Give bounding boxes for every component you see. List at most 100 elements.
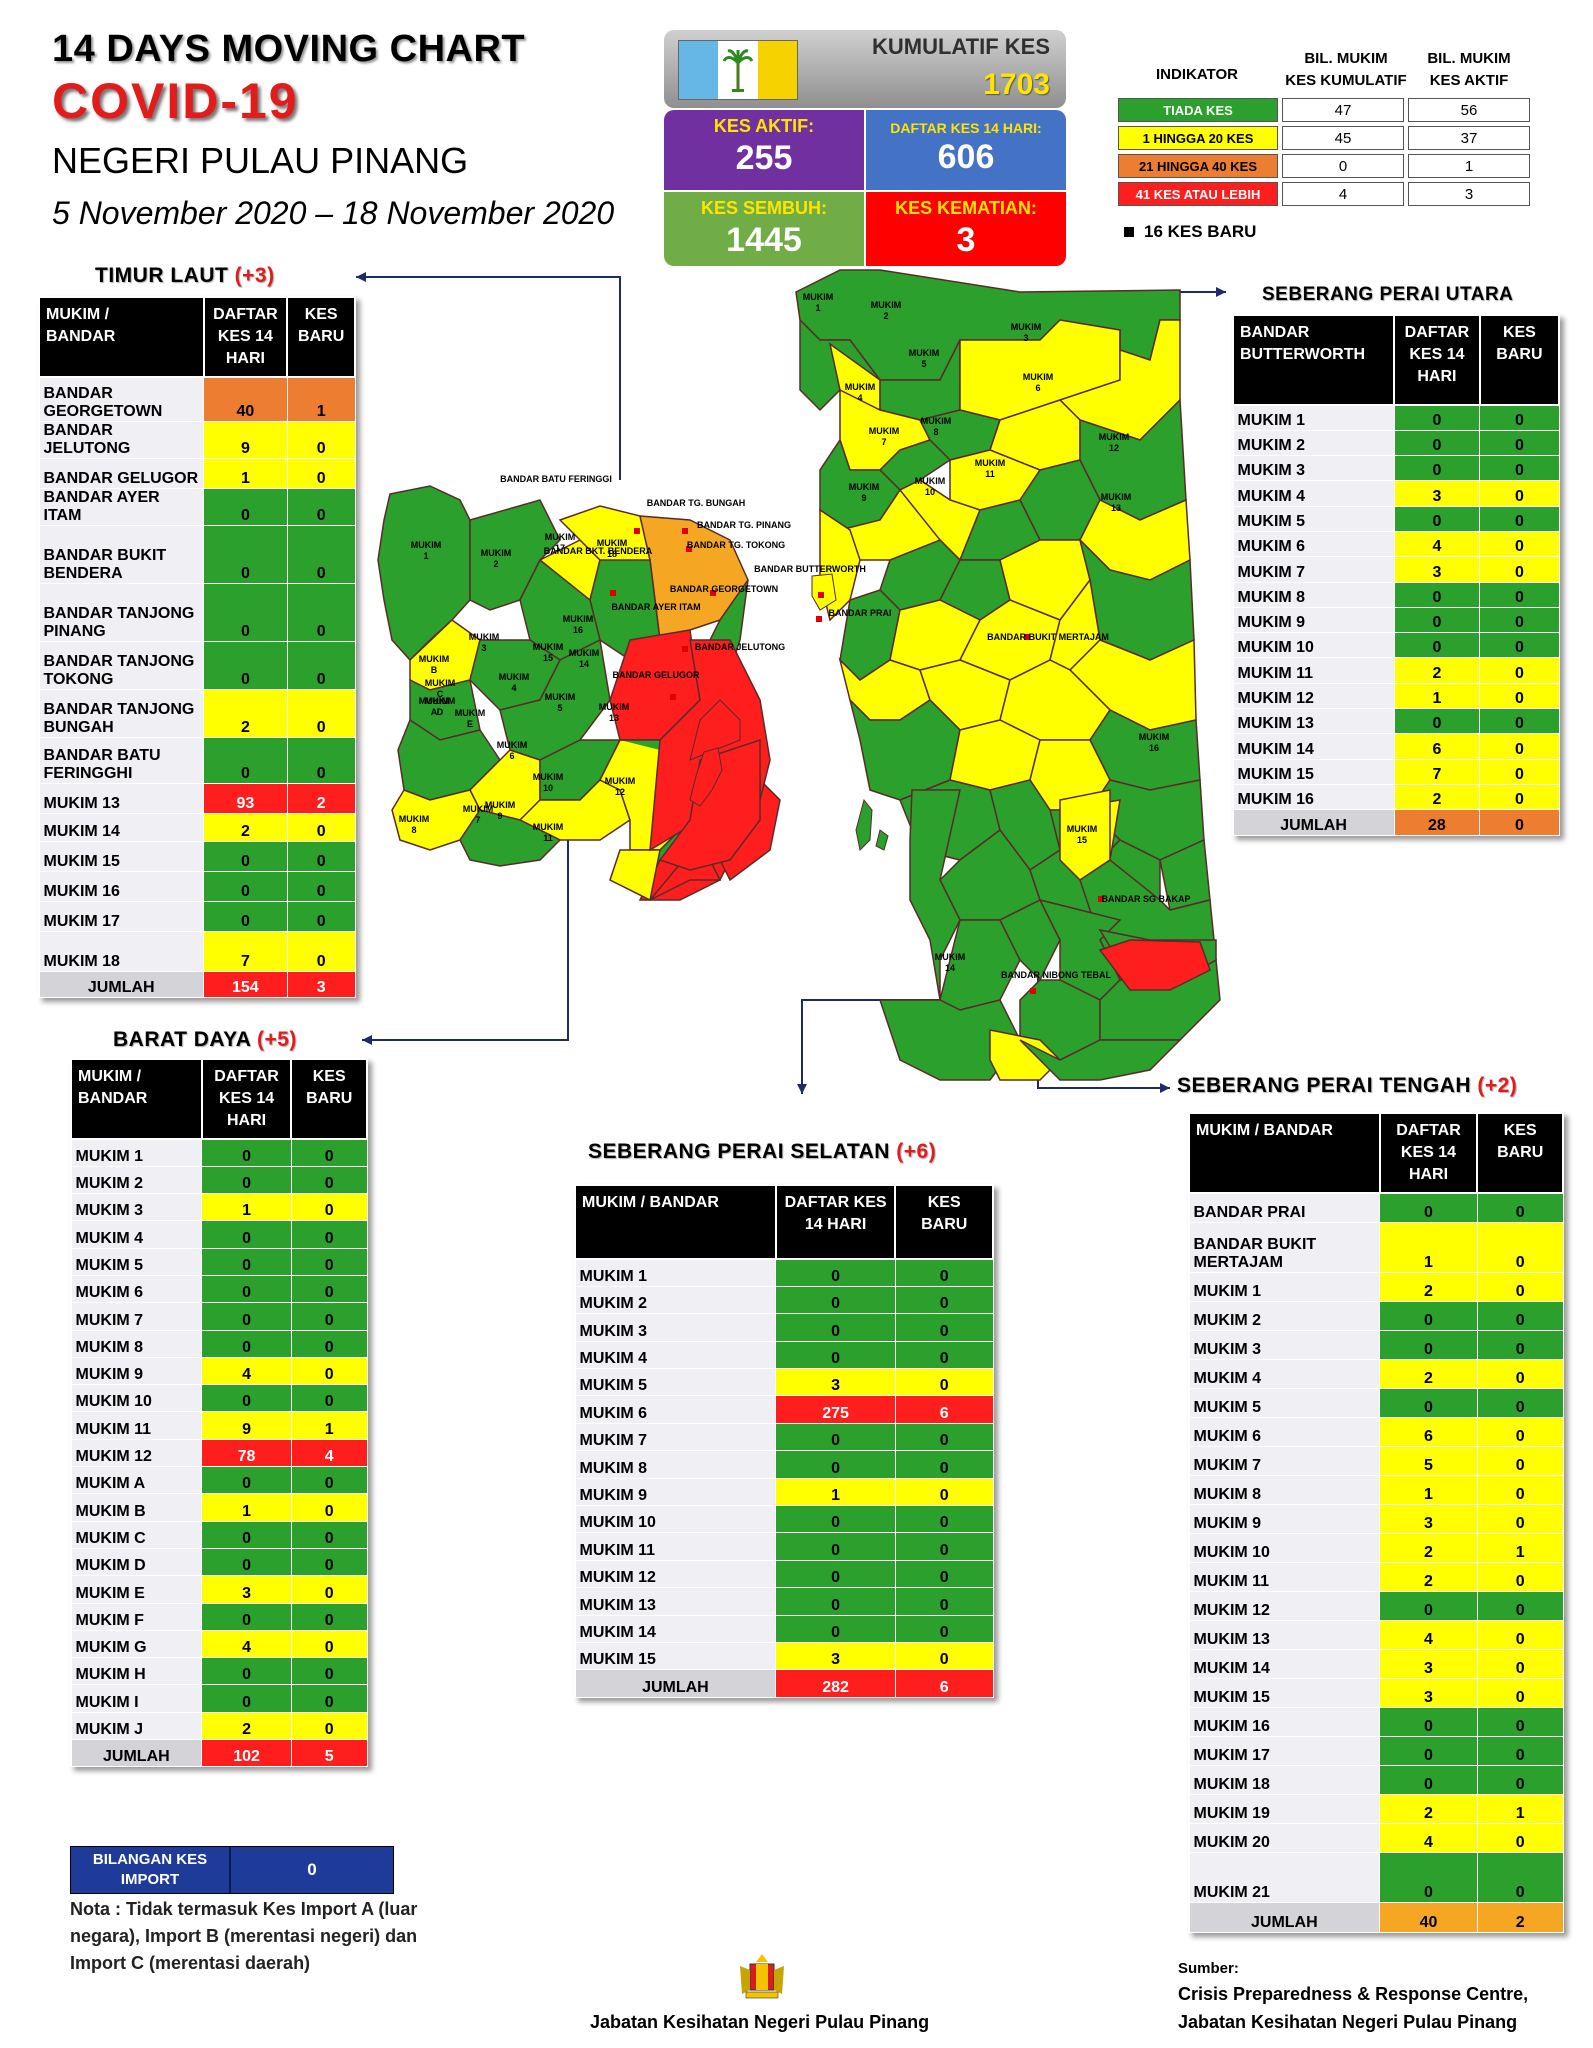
spt-heading: SEBERANG PERAI TENGAH (+2) bbox=[1177, 1074, 1518, 1097]
row-label: MUKIM 16 bbox=[1188, 1706, 1381, 1737]
map-label-island-8: MUKIM 13 bbox=[599, 702, 630, 723]
total-label: JUMLAH bbox=[574, 1669, 777, 1699]
row-baru-value: 0 bbox=[1476, 1677, 1564, 1708]
total-daftar-value: 40 bbox=[1379, 1901, 1478, 1933]
kes-aktif-box: KES AKTIF: 255 bbox=[664, 110, 864, 190]
kumulatif-value: 1703 bbox=[983, 68, 1050, 101]
table-row: BANDAR GEORGETOWN 40 1 bbox=[38, 376, 356, 422]
row-baru-value: 0 bbox=[1476, 1735, 1564, 1766]
row-label: MUKIM 13 bbox=[574, 1587, 777, 1616]
row-label: MUKIM 5 bbox=[1232, 505, 1395, 532]
total-row: JUMLAH 282 6 bbox=[574, 1669, 994, 1699]
row-daftar-value: 5 bbox=[1379, 1445, 1478, 1476]
row-label: MUKIM 4 bbox=[574, 1340, 777, 1370]
row-daftar-value: 2 bbox=[1393, 783, 1481, 811]
row-daftar-value: 275 bbox=[775, 1395, 896, 1424]
table-row: BANDAR PRAI 0 0 bbox=[1188, 1192, 1564, 1223]
table-row: MUKIM 13 0 0 bbox=[1232, 708, 1560, 735]
map-label-main-1: MUKIM 1 bbox=[803, 292, 834, 313]
row-baru-value: 4 bbox=[290, 1438, 368, 1468]
row-baru-value: 0 bbox=[894, 1368, 994, 1397]
barat-daya-heading: BARAT DAYA (+5) bbox=[113, 1028, 297, 1051]
row-daftar-value: 0 bbox=[1393, 606, 1481, 634]
total-label: JUMLAH bbox=[38, 970, 204, 998]
indikator-label-4: 41 KES ATAU LEBIH bbox=[1118, 182, 1278, 206]
row-label: MUKIM 1 bbox=[574, 1258, 777, 1287]
row-label: BANDAR BATU FERINGGHI bbox=[38, 736, 204, 784]
col-header-baru: KES BARU bbox=[1478, 314, 1561, 406]
row-baru-value: 0 bbox=[290, 1356, 368, 1386]
row-baru-value: 0 bbox=[1479, 606, 1560, 634]
row-daftar-value: 2 bbox=[1379, 1532, 1478, 1563]
row-label: MUKIM 10 bbox=[574, 1505, 777, 1534]
row-baru-value: 0 bbox=[290, 1138, 368, 1167]
row-baru-value: 1 bbox=[1476, 1793, 1564, 1824]
row-label: MUKIM 5 bbox=[70, 1247, 203, 1276]
table-row: MUKIM 14 3 0 bbox=[1188, 1648, 1564, 1679]
kes-aktif-label: KES AKTIF: bbox=[713, 116, 815, 136]
table-row: MUKIM 11 2 0 bbox=[1232, 657, 1560, 684]
total-baru-value: 0 bbox=[1479, 809, 1560, 837]
map-bandar-main-2: BANDAR PRAI bbox=[829, 608, 892, 618]
row-label: MUKIM 6 bbox=[574, 1395, 777, 1424]
table-row: MUKIM 21 0 0 bbox=[1188, 1851, 1564, 1903]
row-baru-value: 0 bbox=[894, 1258, 994, 1287]
total-daftar-value: 102 bbox=[201, 1739, 292, 1768]
table-row: MUKIM 10 0 0 bbox=[70, 1384, 368, 1413]
row-label: MUKIM 19 bbox=[1188, 1793, 1381, 1824]
row-label: MUKIM 6 bbox=[1188, 1416, 1381, 1447]
row-daftar-value: 2 bbox=[1393, 657, 1481, 684]
row-daftar-value: 4 bbox=[1393, 530, 1481, 558]
row-baru-value: 0 bbox=[1479, 505, 1560, 532]
table-row: MUKIM 11 2 0 bbox=[1188, 1561, 1564, 1592]
indikator-kum-3: 0 bbox=[1282, 154, 1404, 178]
row-baru-value: 0 bbox=[894, 1505, 994, 1534]
row-baru-value: 0 bbox=[1476, 1300, 1564, 1331]
row-baru-value: 0 bbox=[290, 1629, 368, 1659]
row-baru-value: 0 bbox=[1476, 1590, 1564, 1621]
row-baru-value: 0 bbox=[1476, 1271, 1564, 1302]
col-header-daftar: DAFTAR KES 14 HARI bbox=[774, 1184, 897, 1260]
row-baru-value: 0 bbox=[286, 840, 356, 872]
row-baru-value: 0 bbox=[290, 1493, 368, 1522]
row-daftar-value: 4 bbox=[201, 1629, 292, 1659]
row-label: MUKIM 12 bbox=[1232, 682, 1395, 710]
row-baru-value: 0 bbox=[1476, 1358, 1564, 1389]
col-header-baru: KES BARU bbox=[286, 296, 356, 378]
col-header-mukim: MUKIM / BANDAR bbox=[38, 296, 205, 378]
row-baru-value: 0 bbox=[1476, 1192, 1564, 1223]
row-baru-value: 0 bbox=[1479, 733, 1560, 760]
row-daftar-value: 2 bbox=[203, 812, 288, 842]
table-row: MUKIM 13 0 0 bbox=[574, 1587, 994, 1616]
table-row: MUKIM 15 3 0 bbox=[1188, 1677, 1564, 1708]
row-label: MUKIM 7 bbox=[1232, 556, 1395, 583]
row-label: BANDAR BUKIT MERTAJAM bbox=[1188, 1221, 1381, 1273]
row-label: MUKIM F bbox=[70, 1602, 203, 1631]
kes-kematian-label: KES KEMATIAN: bbox=[895, 198, 1037, 218]
total-row: JUMLAH 28 0 bbox=[1232, 809, 1560, 837]
row-label: MUKIM 9 bbox=[70, 1356, 203, 1386]
sumber-label: Sumber: bbox=[1178, 1960, 1239, 1977]
row-label: MUKIM B bbox=[70, 1493, 203, 1522]
row-daftar-value: 3 bbox=[1379, 1677, 1478, 1708]
row-daftar-value: 0 bbox=[201, 1138, 292, 1167]
map-bandar-main-3: BANDAR BUKIT MERTAJAM bbox=[987, 632, 1109, 642]
row-daftar-value: 0 bbox=[775, 1450, 896, 1479]
row-daftar-value: 3 bbox=[1379, 1503, 1478, 1534]
row-baru-value: 0 bbox=[894, 1641, 994, 1671]
row-label: MUKIM 5 bbox=[1188, 1387, 1381, 1418]
map-label-island-9: MUKIM 12 bbox=[605, 776, 636, 797]
row-label: MUKIM 1 bbox=[1188, 1271, 1381, 1302]
row-baru-value: 0 bbox=[894, 1559, 994, 1589]
daftar-kes-label: DAFTAR KES 14 HARI: bbox=[890, 120, 1042, 136]
